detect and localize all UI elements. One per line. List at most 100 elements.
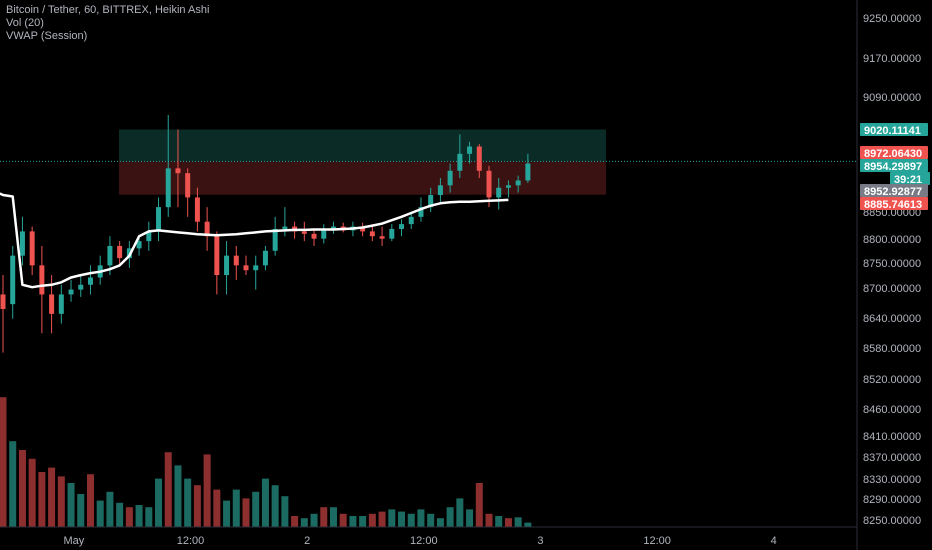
volume-bar (106, 491, 114, 527)
candle-body (78, 284, 84, 290)
volume-bar (388, 509, 396, 527)
zones-layer (0, 129, 857, 195)
candle-body (457, 153, 463, 171)
candle-body (262, 250, 268, 266)
volume-bar (339, 513, 347, 527)
candle-body (58, 294, 64, 314)
volume-bar (48, 467, 56, 527)
candle-body (0, 294, 6, 309)
price-label-text: 39:21 (894, 174, 922, 186)
volume-bar (368, 513, 376, 527)
volume-bar (125, 507, 133, 527)
upper-zone (119, 129, 606, 162)
legend-vwap[interactable]: VWAP (Session) (6, 30, 88, 42)
volume-bar (281, 496, 289, 527)
candle-body (214, 236, 220, 276)
chart-legend: Bitcoin / Tether, 60, BITTREX, Heikin As… (6, 4, 209, 43)
legend-title[interactable]: Bitcoin / Tether, 60, BITTREX, Heikin As… (6, 4, 210, 16)
candle-body (243, 265, 249, 271)
price-label-bg (860, 146, 928, 159)
volume-bar (271, 485, 279, 527)
candle-body (369, 231, 375, 237)
x-tick-label: 2 (304, 535, 310, 547)
price-label-bg (860, 123, 928, 136)
candle-body (525, 163, 531, 181)
x-tick-label: 12:00 (177, 535, 205, 547)
vwap-line (0, 192, 509, 289)
volume-bar (495, 516, 503, 527)
y-tick-label: 9170.00000 (863, 53, 921, 65)
price-label-text: 9020.11141 (864, 125, 921, 137)
volume-bar (378, 511, 386, 527)
y-tick-label: 8330.00000 (863, 474, 921, 486)
candle-body (68, 289, 74, 295)
candle-body (19, 231, 25, 256)
candle-body (486, 170, 492, 198)
y-tick-label: 8750.00000 (863, 258, 921, 270)
price-label-bg (860, 184, 928, 197)
price-label-text: 8954.29897 (864, 161, 922, 173)
candle-body (233, 255, 239, 266)
volume-bar (329, 507, 337, 527)
candle-body (185, 173, 191, 198)
volume-bar (466, 509, 474, 527)
candles-layer (0, 115, 531, 353)
volume-bar (349, 516, 357, 527)
candle-body (476, 146, 482, 171)
candle-body (204, 221, 210, 237)
x-tick-label: 12:00 (410, 535, 438, 547)
y-tick-label: 8370.00000 (863, 452, 921, 464)
x-tick-label: 3 (537, 535, 543, 547)
volume-bar (475, 483, 483, 527)
candle-body (428, 195, 434, 208)
candle-body (29, 231, 35, 266)
volume-bar (77, 494, 85, 527)
volume-bar (155, 478, 163, 527)
candle-body (87, 277, 93, 285)
volume-bar (504, 518, 512, 527)
vwap-layer (0, 192, 509, 289)
volume-bar (28, 458, 36, 527)
volume-bar (310, 513, 318, 527)
price-label-bg (860, 159, 928, 172)
y-tick-label: 8800.00000 (863, 234, 921, 246)
y-tick-label: 8290.00000 (863, 494, 921, 506)
candle-body (399, 224, 405, 229)
candle-body (360, 226, 366, 232)
candle-body (165, 168, 171, 208)
price-label-bg (890, 172, 930, 185)
candle-body (379, 236, 385, 239)
volume-bar (232, 489, 240, 527)
x-tick-label: 4 (771, 535, 777, 547)
y-tick-label: 8250.00000 (863, 515, 921, 527)
legend-volume[interactable]: Vol (20) (6, 17, 44, 29)
candle-body (10, 255, 16, 305)
candle-body (282, 226, 288, 229)
candle-body (496, 187, 502, 198)
price-label-text: 8885.74613 (864, 199, 922, 211)
time-axis[interactable]: May 12:00 2 12:00 3 12:00 4 (64, 535, 777, 547)
candle-body (224, 255, 230, 276)
candle-body (146, 231, 152, 242)
candle-body (515, 180, 521, 186)
volume-bar (203, 454, 211, 527)
volume-bar (359, 516, 367, 527)
volume-bar (252, 491, 260, 527)
candle-body (437, 185, 443, 196)
volume-bar (514, 517, 522, 527)
candle-body (447, 170, 453, 186)
price-axis[interactable]: 9250.000009170.000009090.000008850.00000… (863, 13, 921, 527)
x-tick-label: 12:00 (643, 535, 671, 547)
x-tick-label: May (64, 535, 85, 547)
volume-bar (407, 513, 415, 527)
volume-bar (456, 498, 464, 527)
volume-bar (96, 500, 104, 527)
volume-bar (18, 450, 26, 527)
volume-bar (0, 397, 7, 527)
volume-bar (164, 452, 172, 527)
volume-bar (9, 441, 17, 527)
volume-bar (300, 518, 308, 527)
candle-body (194, 197, 200, 222)
candle-body (330, 226, 336, 229)
